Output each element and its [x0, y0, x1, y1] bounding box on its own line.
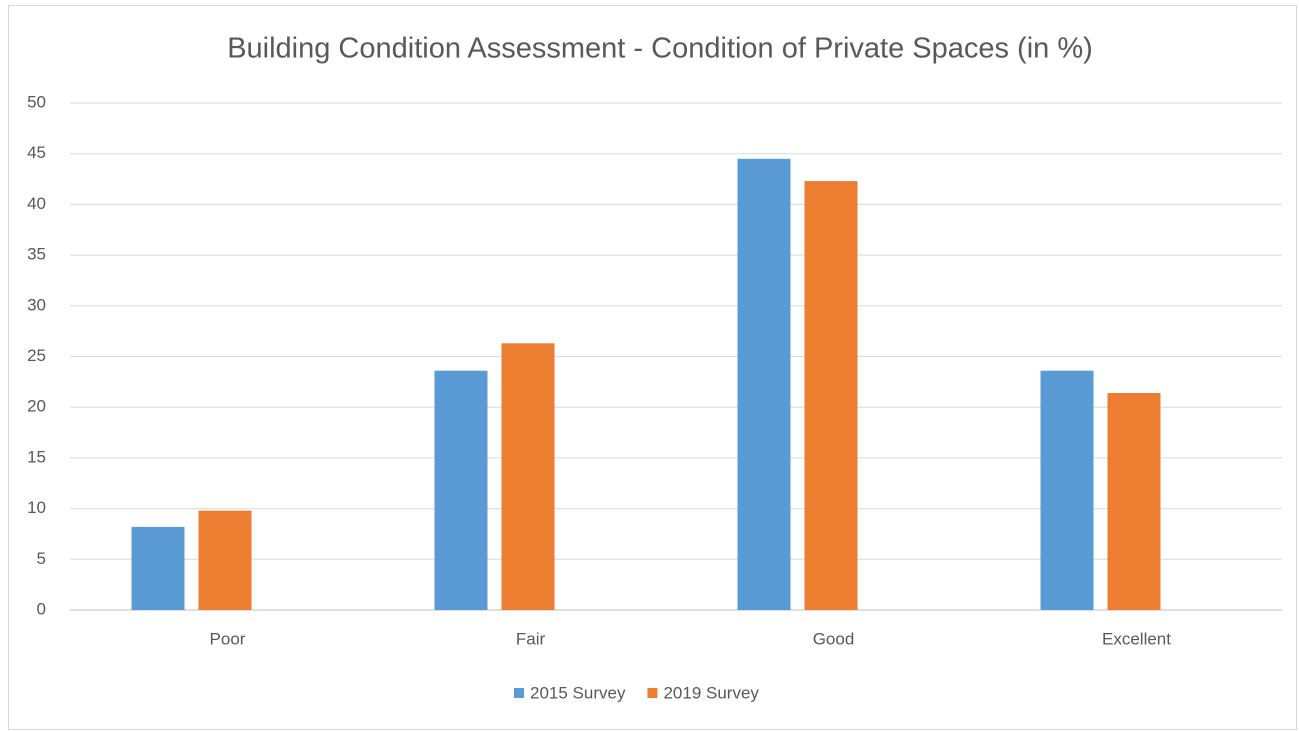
- x-tick-label: Good: [813, 629, 855, 648]
- legend-label: 2019 Survey: [663, 683, 759, 702]
- bar: [737, 158, 791, 610]
- y-tick-label: 45: [27, 143, 46, 162]
- y-tick-label: 15: [27, 447, 46, 466]
- y-tick-label: 5: [37, 549, 46, 568]
- y-tick-label: 35: [27, 245, 46, 264]
- legend-label: 2015 Survey: [530, 683, 626, 702]
- x-tick-label: Excellent: [1102, 629, 1171, 648]
- y-tick-label: 50: [27, 92, 46, 111]
- chart-title: Building Condition Assessment - Conditio…: [227, 33, 1093, 65]
- bar: [804, 181, 858, 610]
- chart-frame: [8, 5, 1297, 730]
- y-tick-label: 20: [27, 397, 46, 416]
- y-tick-label: 10: [27, 498, 46, 517]
- y-tick-label: 40: [27, 194, 46, 213]
- legend-swatch: [647, 688, 658, 698]
- bar: [501, 343, 555, 610]
- bar: [1040, 370, 1094, 610]
- bar: [198, 510, 252, 610]
- y-tick-label: 25: [27, 346, 46, 365]
- bar: [131, 526, 185, 610]
- bar: [434, 370, 488, 610]
- y-tick-label: 30: [27, 295, 46, 314]
- x-tick-label: Poor: [210, 629, 246, 648]
- y-tick-label: 0: [37, 599, 46, 618]
- bar: [1107, 393, 1161, 610]
- x-tick-label: Fair: [516, 629, 546, 648]
- legend-swatch: [514, 688, 524, 698]
